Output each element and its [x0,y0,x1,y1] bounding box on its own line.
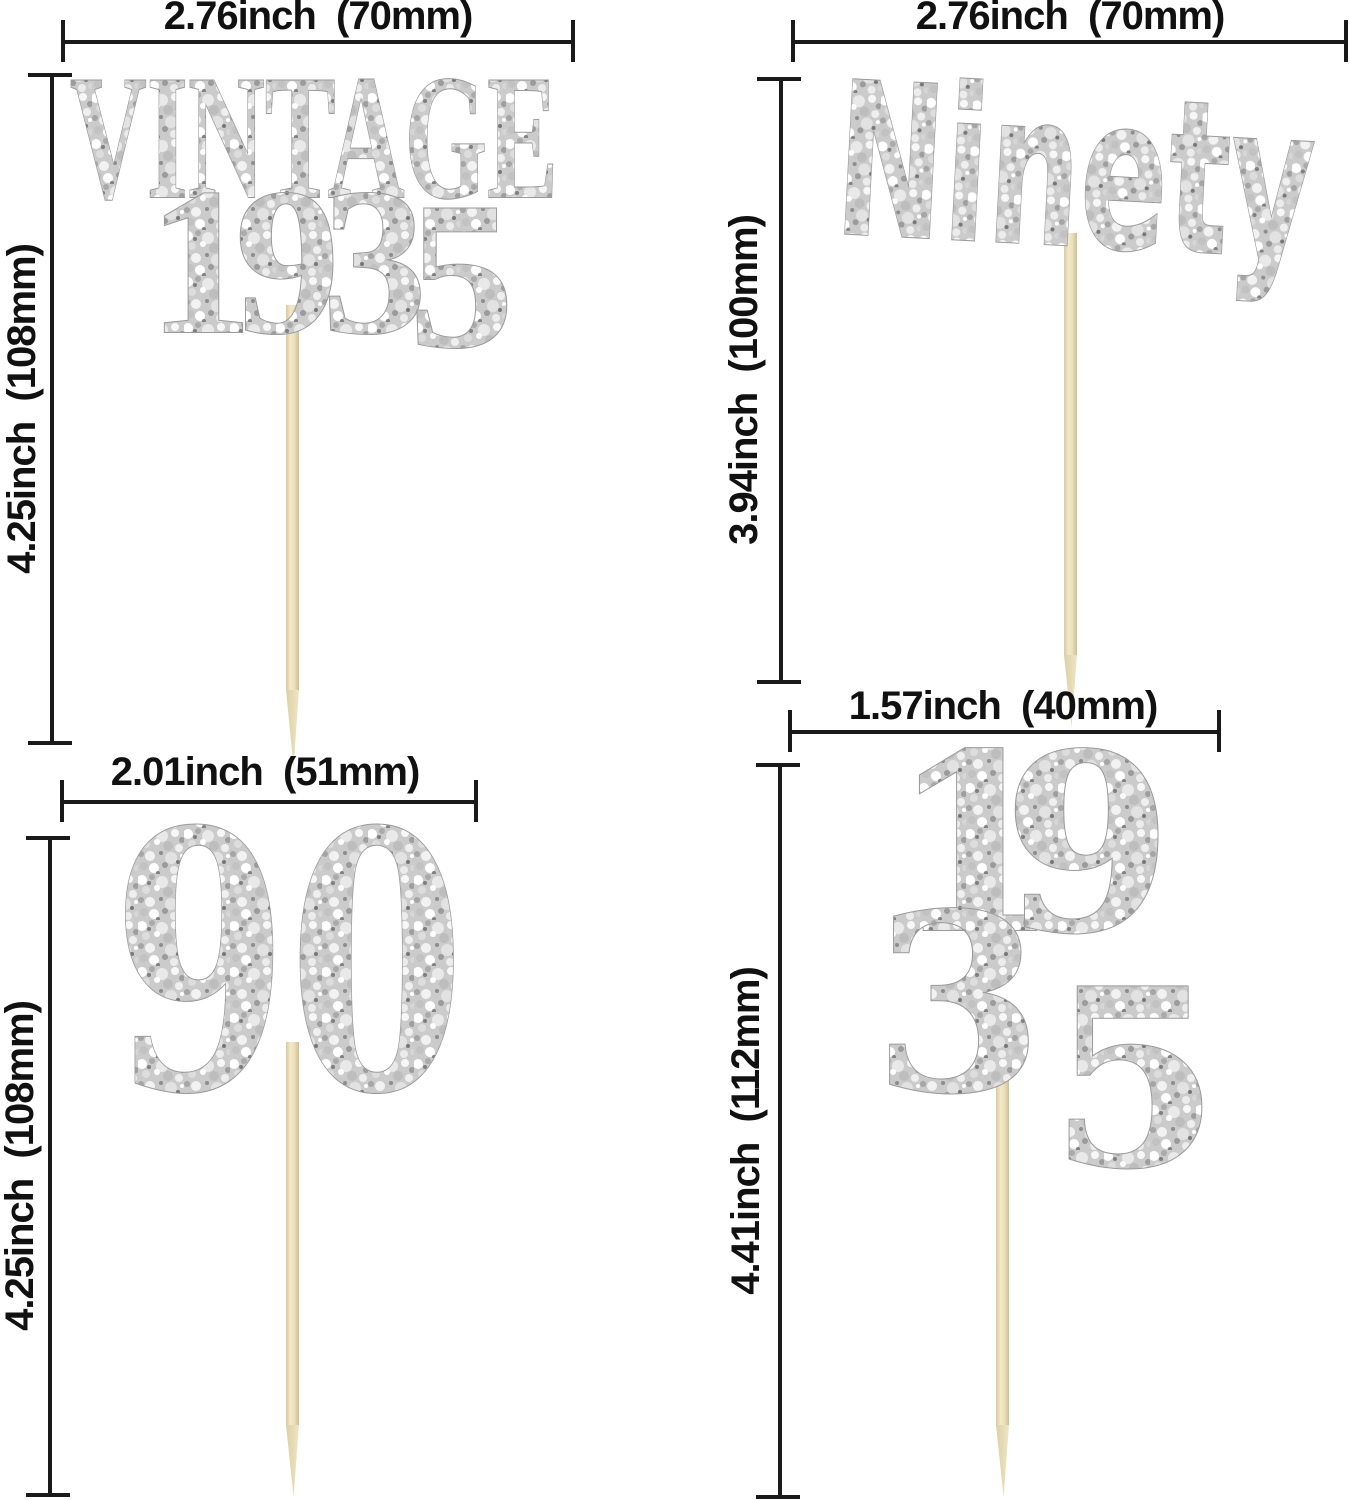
dimension-tick [791,20,795,62]
toothpick-stick-vintage-1935 [286,305,299,767]
height-dimension-label-19-35: 4.41inch (112mm) [724,967,768,1295]
topper-text-19: 19 [890,700,1173,988]
topper-text-vintage: VINTAGE [70,38,558,236]
toothpick-stick-ninety [1064,233,1077,727]
dimension-tick [26,1493,70,1497]
width-dimension-label-90: 2.01inch (51mm) [110,750,421,794]
dimension-tick [474,780,478,822]
width-dimension-line-vintage [63,40,573,44]
topper-text-1935: 1935 [148,146,514,392]
height-dimension-line-19-35 [778,765,782,1497]
height-dimension-label-ninety: 3.94inch (100mm) [722,215,766,545]
dimension-tick [757,680,801,684]
width-dimension-label-vintage: 2.76inch (70mm) [163,0,474,38]
dimension-tick [788,710,792,752]
dimension-tick [1344,20,1348,62]
width-dimension-label-19-35: 1.57inch (40mm) [848,684,1159,728]
height-dimension-line-vintage [50,75,54,743]
dimension-tick [756,1495,800,1499]
dimension-tick [571,20,575,62]
toothpick-shaft [286,305,299,690]
dimension-tick [61,20,65,62]
dimension-tick [28,741,72,745]
dimension-tick [757,77,801,81]
height-dimension-line-90 [48,838,52,1495]
topper-text-ninety: Ninety [830,36,1320,308]
width-dimension-line-19-35 [790,730,1219,734]
dimension-tick [1217,710,1221,752]
dimension-tick [60,780,64,822]
width-dimension-line-90 [62,800,476,804]
height-dimension-label-90: 4.25inch (108mm) [0,1001,42,1331]
toothpick-shaft [996,1052,1009,1425]
width-dimension-label-ninety: 2.76inch (70mm) [915,0,1226,38]
topper-text-90: 90 [112,755,465,1172]
toothpick-stick-19-35 [996,1052,1009,1497]
dimension-tick [28,73,72,77]
height-dimension-label-vintage: 4.25inch (108mm) [0,244,44,574]
dimension-tick [26,836,70,840]
toothpick-shaft [1064,233,1077,655]
toothpick-shaft [286,1042,299,1425]
height-dimension-line-ninety [779,79,783,682]
dimension-tick [756,763,800,767]
toothpick-stick-90 [286,1042,299,1497]
width-dimension-line-ninety [793,40,1346,44]
